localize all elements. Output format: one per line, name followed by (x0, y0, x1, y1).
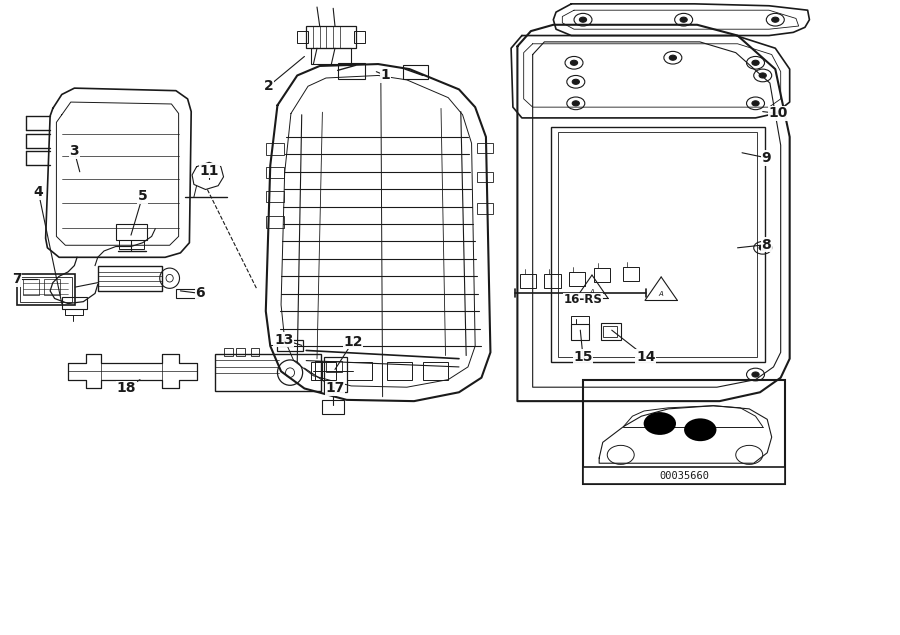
Text: 6: 6 (195, 286, 205, 300)
Circle shape (759, 245, 766, 250)
Circle shape (752, 101, 759, 106)
Bar (572, 316, 590, 324)
Bar (520, 274, 536, 288)
Bar (477, 172, 493, 182)
Text: 17: 17 (325, 382, 345, 396)
Bar (326, 361, 342, 372)
Bar (176, 289, 198, 298)
Bar (266, 167, 284, 178)
Bar (266, 144, 284, 155)
Bar (315, 361, 322, 380)
Bar (66, 309, 84, 315)
Circle shape (752, 372, 759, 377)
Bar (266, 216, 284, 227)
Text: 3: 3 (69, 145, 79, 159)
Text: 5: 5 (138, 189, 148, 203)
Bar (297, 31, 308, 43)
Text: A: A (659, 291, 663, 297)
Circle shape (771, 17, 778, 22)
Bar (583, 380, 785, 484)
Text: 11: 11 (200, 163, 219, 178)
Bar (387, 362, 412, 380)
Bar (306, 26, 356, 48)
Bar (17, 274, 76, 305)
Text: 00035660: 00035660 (659, 471, 709, 481)
Bar (120, 239, 144, 249)
Bar (477, 144, 493, 154)
Circle shape (670, 55, 677, 60)
Bar (214, 354, 320, 391)
Bar (310, 48, 351, 64)
Bar (324, 357, 346, 392)
Bar (594, 268, 610, 282)
Bar (116, 224, 148, 239)
Circle shape (572, 101, 580, 106)
Text: 12: 12 (343, 335, 363, 349)
Bar (544, 274, 561, 288)
Bar (601, 323, 621, 340)
Bar (250, 348, 259, 356)
Text: 7: 7 (12, 272, 22, 286)
Circle shape (644, 412, 676, 435)
Text: 15: 15 (573, 350, 593, 364)
Circle shape (680, 17, 688, 22)
Circle shape (684, 418, 716, 441)
Bar (23, 279, 40, 295)
Text: 14: 14 (636, 350, 655, 364)
Text: 18: 18 (117, 382, 136, 396)
Text: 10: 10 (769, 107, 788, 121)
Circle shape (759, 73, 766, 78)
Bar (603, 326, 617, 337)
Circle shape (571, 60, 578, 65)
Bar (322, 400, 344, 414)
Bar (236, 348, 245, 356)
Bar (551, 128, 764, 362)
Bar (569, 272, 585, 286)
Bar (223, 348, 232, 356)
Text: 4: 4 (33, 185, 43, 199)
Bar (98, 265, 162, 291)
Bar (62, 297, 87, 309)
Bar (558, 133, 757, 358)
Circle shape (572, 79, 580, 84)
Bar (354, 31, 364, 43)
Bar (346, 362, 372, 380)
Text: 8: 8 (761, 237, 771, 251)
Text: 9: 9 (761, 151, 771, 165)
Bar (572, 324, 590, 340)
Bar (21, 277, 72, 302)
Bar (338, 63, 364, 79)
Bar (310, 362, 336, 380)
Bar (403, 65, 428, 79)
Bar (44, 279, 60, 295)
Bar (277, 340, 302, 351)
Text: 13: 13 (274, 333, 293, 347)
Bar (266, 190, 284, 202)
Text: A: A (590, 289, 594, 295)
Bar (583, 467, 785, 484)
Bar (423, 362, 448, 380)
Bar (623, 267, 639, 281)
Text: 1: 1 (381, 69, 391, 83)
Bar (477, 203, 493, 213)
Text: 2: 2 (264, 79, 274, 93)
Circle shape (580, 17, 587, 22)
Circle shape (752, 60, 759, 65)
Text: 16-RS: 16-RS (563, 293, 602, 306)
